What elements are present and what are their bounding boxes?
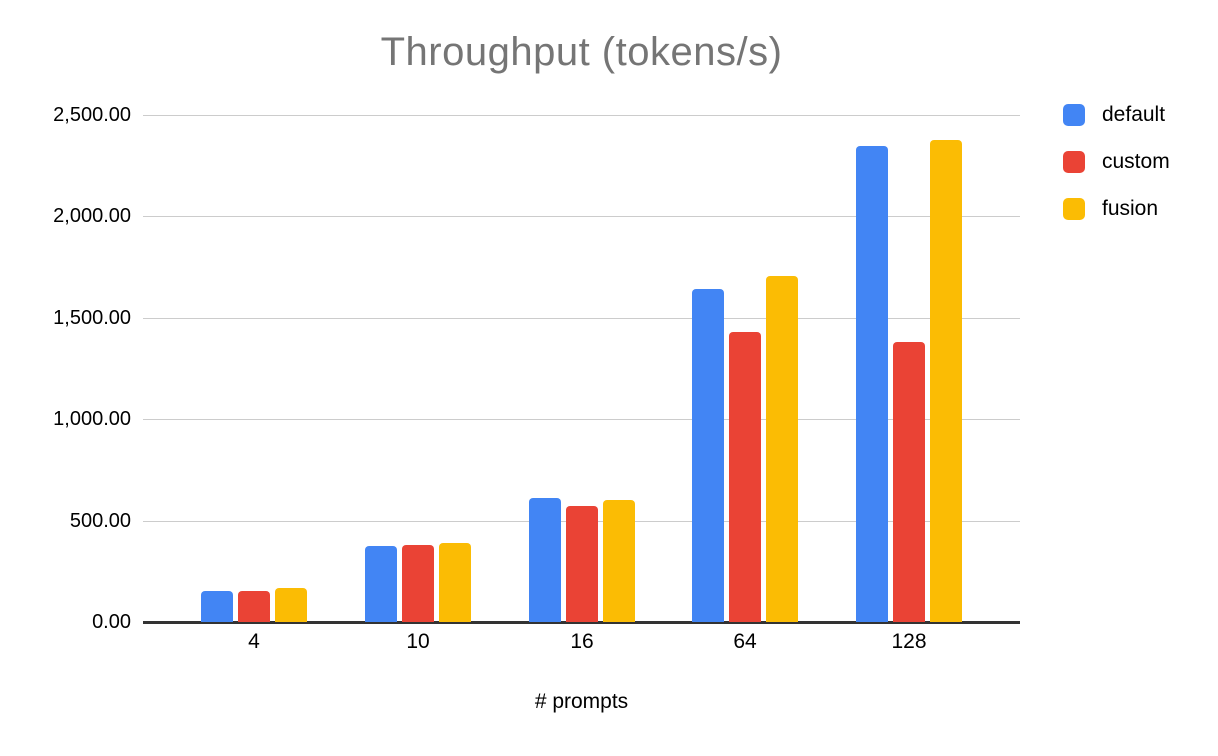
y-tick-label: 0.00 [92,611,131,633]
x-tick-label-10: 10 [406,630,430,653]
x-tick-label-128: 128 [891,630,927,653]
legend-item-fusion: fusion [1063,197,1170,221]
x-axis-line [143,621,1020,624]
bar-default-16 [529,498,561,622]
x-tick-label-64: 64 [733,630,757,653]
gridline-2000 [143,216,1020,218]
plot-area [143,115,1020,624]
x-tick-label-16: 16 [570,630,594,653]
bar-custom-64 [729,332,761,622]
legend-label: default [1102,103,1166,126]
legend-swatch-custom [1063,151,1085,173]
bar-default-4 [201,591,233,622]
y-tick-label: 1,500.00 [53,306,131,329]
gridline-1500 [143,317,1020,319]
bar-default-64 [692,289,724,622]
bar-custom-16 [566,506,598,622]
legend-label: custom [1102,150,1170,173]
bar-fusion-10 [439,543,471,622]
x-tick-label-4: 4 [248,630,260,653]
gridline-1000 [143,419,1020,421]
bar-fusion-4 [275,588,307,622]
y-tick-label: 1,000.00 [53,408,131,431]
chart-title: Throughput (tokens/s) [380,30,783,74]
bar-custom-128 [893,342,925,622]
gridline-2500 [143,115,1020,116]
legend-item-custom: custom [1063,150,1170,174]
legend-item-default: default [1063,103,1170,127]
legend-label: fusion [1102,197,1159,220]
bar-fusion-128 [930,140,962,622]
bar-fusion-64 [766,276,798,622]
legend-swatch-fusion [1063,198,1085,220]
bar-default-10 [365,546,397,622]
x-axis-title: # prompts [534,690,629,713]
bar-fusion-16 [603,500,635,622]
bar-default-128 [856,146,888,622]
bar-custom-4 [238,591,270,622]
y-tick-label: 500.00 [69,509,131,532]
y-tick-label: 2,500.00 [53,104,131,126]
legend-swatch-default [1063,104,1085,126]
bar-custom-10 [402,545,434,622]
legend: default custom fusion [1063,103,1170,244]
y-tick-label: 2,000.00 [53,205,131,228]
